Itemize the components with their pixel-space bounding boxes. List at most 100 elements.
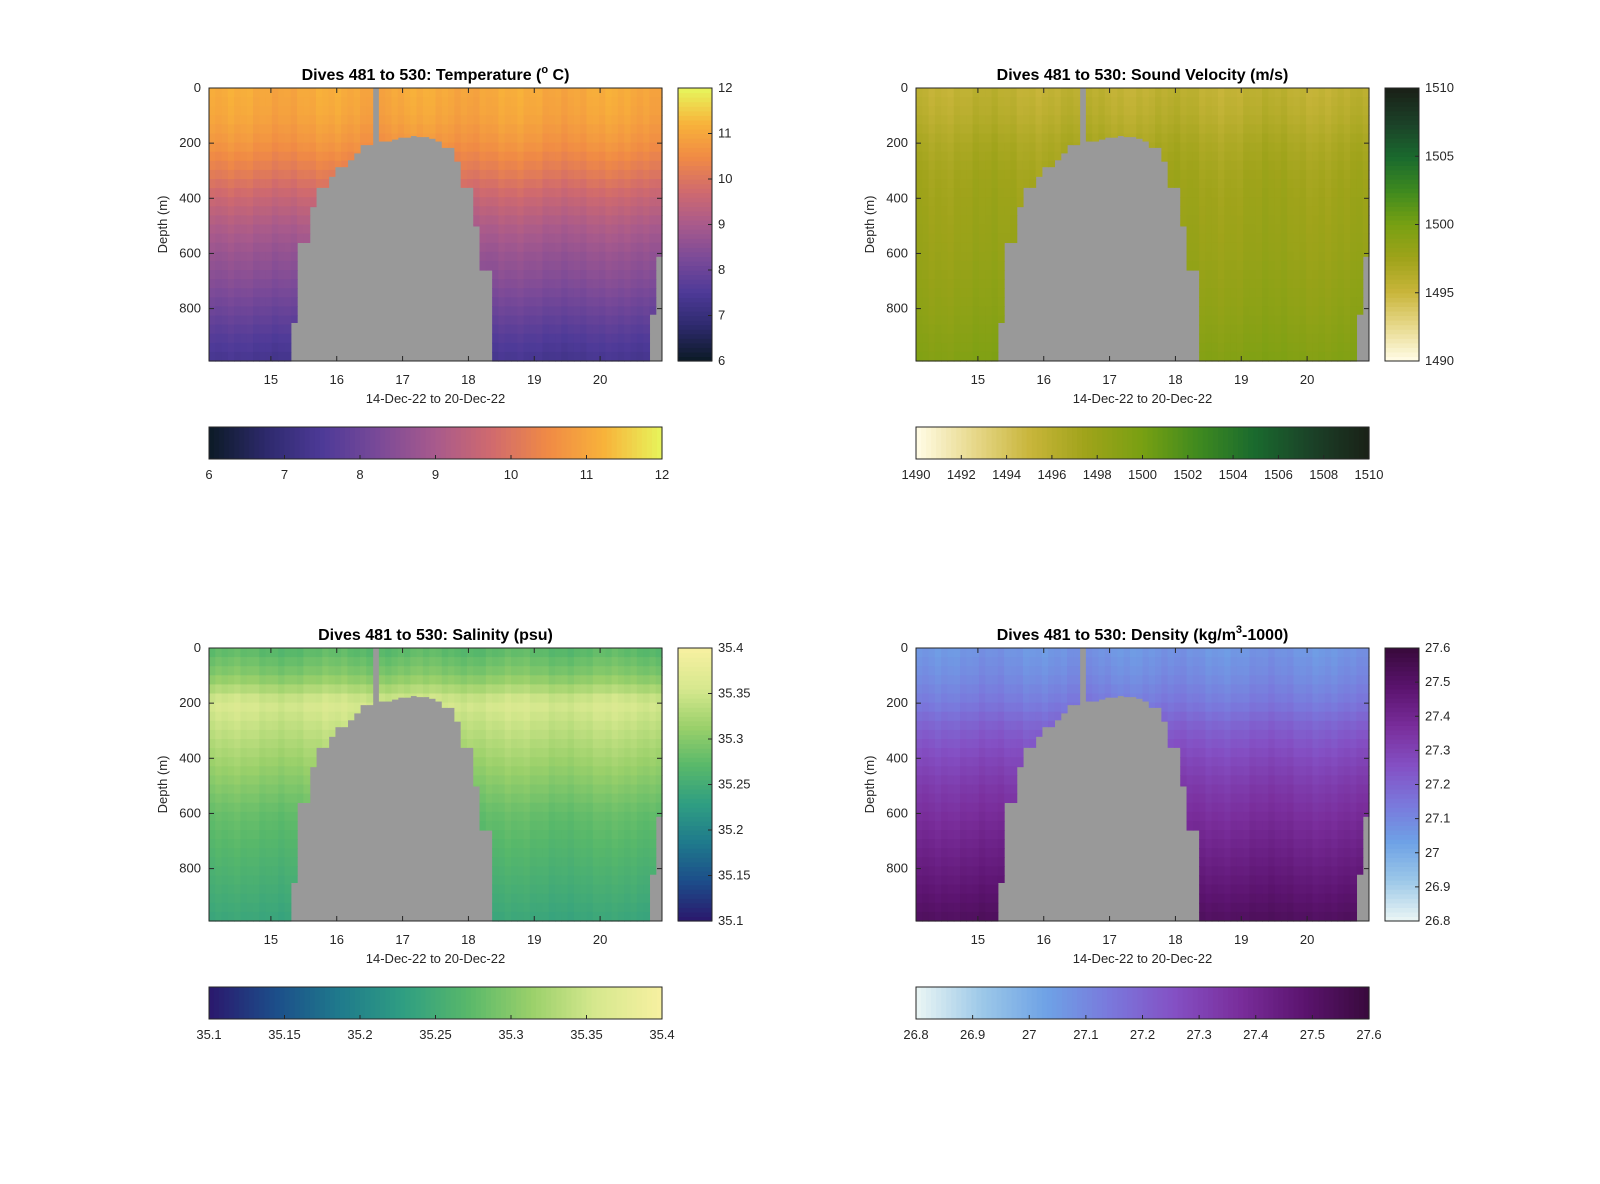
- heatmap-cell: [1256, 270, 1263, 280]
- heatmap-cell: [492, 839, 499, 849]
- heatmap-cell: [1048, 161, 1055, 167]
- heatmap-cell: [992, 143, 999, 153]
- heatmap-cell: [366, 97, 373, 107]
- heatmap-cell: [985, 161, 992, 171]
- heatmap-cell: [486, 812, 493, 822]
- heatmap-cell: [291, 161, 298, 171]
- heatmap-cell: [354, 88, 361, 98]
- heatmap-cell: [228, 143, 235, 153]
- heatmap-cell: [1212, 115, 1219, 125]
- colorbar-swatch: [678, 352, 712, 357]
- heatmap-cell: [228, 866, 235, 876]
- heatmap-cell: [1350, 279, 1357, 289]
- heatmap-cell: [916, 152, 923, 162]
- heatmap-cell: [637, 252, 644, 262]
- heatmap-cell: [1338, 343, 1345, 353]
- heatmap-cell: [215, 721, 222, 731]
- heatmap-cell: [492, 812, 499, 822]
- heatmap-cell: [215, 106, 222, 116]
- heatmap-cell: [568, 912, 575, 922]
- heatmap-cell: [916, 161, 923, 171]
- heatmap-cell: [916, 261, 923, 271]
- heatmap-cell: [391, 675, 398, 685]
- heatmap-cell: [1319, 343, 1326, 353]
- heatmap-cell: [561, 161, 568, 171]
- heatmap-cell: [253, 143, 260, 153]
- heatmap-cell: [1067, 88, 1074, 98]
- heatmap-cell: [322, 703, 329, 713]
- heatmap-cell: [303, 234, 310, 243]
- colorbar-swatch: [315, 427, 321, 459]
- heatmap-cell: [492, 134, 499, 144]
- heatmap-cell: [354, 684, 361, 694]
- heatmap-cell: [561, 803, 568, 813]
- heatmap-cell: [429, 657, 436, 667]
- x-tick-label: 19: [1234, 372, 1248, 387]
- heatmap-cell: [580, 106, 587, 116]
- heatmap-cell: [1174, 161, 1181, 171]
- colorbar-swatch: [678, 343, 712, 348]
- heatmap-cell: [297, 666, 304, 676]
- heatmap-cell: [253, 334, 260, 344]
- heatmap-cell: [1256, 97, 1263, 107]
- colorbar-swatch: [1002, 427, 1008, 459]
- heatmap-cell: [593, 206, 600, 216]
- heatmap-cell: [215, 812, 222, 822]
- heatmap-cell: [511, 684, 518, 694]
- heatmap-cell: [599, 261, 606, 271]
- heatmap-cell: [1023, 170, 1030, 180]
- heatmap-cell: [303, 757, 310, 767]
- heatmap-cell: [329, 97, 336, 107]
- heatmap-cell: [1042, 97, 1049, 107]
- heatmap-cell: [979, 297, 986, 307]
- colorbar-swatch: [678, 903, 712, 908]
- heatmap-cell: [1004, 97, 1011, 107]
- heatmap-cell: [240, 912, 247, 922]
- heatmap-cell: [985, 306, 992, 316]
- heatmap-cell: [1306, 297, 1313, 307]
- heatmap-cell: [1256, 252, 1263, 262]
- heatmap-cell: [1331, 106, 1338, 116]
- heatmap-cell: [1048, 97, 1055, 107]
- heatmap-cell: [517, 712, 524, 722]
- heatmap-cell: [1268, 234, 1275, 244]
- heatmap-cell: [240, 848, 247, 858]
- heatmap-cell: [1262, 334, 1269, 344]
- heatmap-cell: [637, 903, 644, 913]
- heatmap-cell: [379, 675, 386, 685]
- heatmap-cell: [618, 161, 625, 171]
- heatmap-cell: [555, 243, 562, 253]
- heatmap-cell: [291, 124, 298, 134]
- heatmap-cell: [624, 124, 631, 134]
- heatmap-cell: [505, 243, 512, 253]
- heatmap-cell: [473, 694, 480, 704]
- heatmap-cell: [605, 316, 612, 326]
- heatmap-cell: [228, 848, 235, 858]
- heatmap-cell: [561, 675, 568, 685]
- heatmap-cell: [1061, 115, 1068, 125]
- heatmap-cell: [524, 179, 531, 189]
- heatmap-cell: [391, 684, 398, 694]
- heatmap-cell: [542, 279, 549, 289]
- heatmap-cell: [536, 675, 543, 685]
- heatmap-cell: [1356, 270, 1363, 280]
- chart-title: Dives 481 to 530: Salinity (psu): [318, 627, 553, 644]
- heatmap-cell: [1098, 134, 1105, 140]
- heatmap-cell: [480, 88, 487, 98]
- heatmap-cell: [568, 684, 575, 694]
- heatmap-cell: [209, 124, 216, 134]
- heatmap-cell: [649, 88, 656, 98]
- heatmap-cell: [253, 134, 260, 144]
- colorbar-swatch: [456, 427, 462, 459]
- heatmap-cell: [587, 839, 594, 849]
- heatmap-cell: [1338, 115, 1345, 125]
- heatmap-cell: [310, 143, 317, 153]
- heatmap-cell: [234, 821, 241, 831]
- heatmap-cell: [511, 143, 518, 153]
- heatmap-cell: [1338, 306, 1345, 316]
- heatmap-cell: [1300, 97, 1307, 107]
- heatmap-cell: [941, 243, 948, 253]
- heatmap-cell: [1350, 243, 1357, 253]
- heatmap-cell: [649, 152, 656, 162]
- heatmap-cell: [303, 124, 310, 134]
